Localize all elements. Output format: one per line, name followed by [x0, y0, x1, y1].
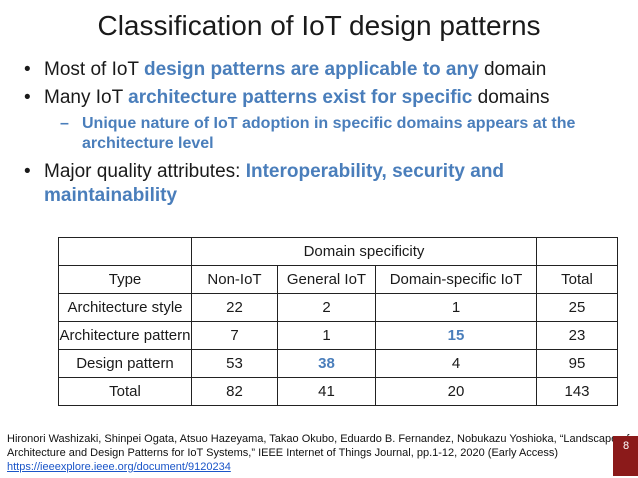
header-row: Type Non-IoT General IoT Domain-specific… — [58, 265, 618, 294]
text: Many IoT — [44, 87, 129, 108]
text: domain — [478, 59, 547, 80]
row: Design pattern 53 38 4 95 — [58, 349, 618, 378]
reference-link[interactable]: https://ieeexplore.ieee.org/document/912… — [7, 461, 231, 473]
highlight: Interoperability, security and maintaina… — [44, 161, 505, 206]
cell: 53 — [191, 349, 278, 378]
row: Total 82 41 20 143 — [58, 377, 618, 406]
cell: 143 — [536, 377, 618, 406]
cell: 23 — [536, 321, 618, 350]
cell: 20 — [375, 377, 537, 406]
empty-cell — [536, 237, 618, 266]
group-header-row: Domain specificity — [58, 237, 618, 266]
cell: Architecture style — [58, 293, 192, 322]
text: domains — [472, 87, 550, 108]
cell: 2 — [277, 293, 376, 322]
page-number: 8 — [613, 436, 638, 476]
cell: 15 — [375, 321, 537, 350]
bullet: Many IoT architecture patterns exist for… — [22, 86, 622, 110]
reference-text: Hironori Washizaki, Shinpei Ogata, Atsuo… — [7, 433, 630, 459]
cell: 38 — [277, 349, 376, 378]
cell: 7 — [191, 321, 278, 350]
empty-cell — [58, 237, 192, 266]
cell: 4 — [375, 349, 537, 378]
cell: Total — [58, 377, 192, 406]
header-cell: Type — [58, 265, 192, 294]
cell: 25 — [536, 293, 618, 322]
group-header: Domain specificity — [191, 237, 537, 266]
row: Architecture style 22 2 1 25 — [58, 293, 618, 322]
row: Architecture pattern 7 1 15 23 — [58, 321, 618, 350]
slide-title: Classification of IoT design patterns — [97, 10, 541, 41]
bullet-list: Most of IoT design patterns are applicab… — [22, 58, 622, 212]
cell: 1 — [277, 321, 376, 350]
table: Domain specificity Type Non-IoT General … — [58, 237, 618, 406]
cell: 1 — [375, 293, 537, 322]
sub-bullet: Unique nature of IoT adoption in specifi… — [22, 114, 622, 154]
bullet: Major quality attributes: Interoperabili… — [22, 160, 622, 208]
cell: 41 — [277, 377, 376, 406]
cell: 22 — [191, 293, 278, 322]
header-cell: Total — [536, 265, 618, 294]
text: Major quality attributes: — [44, 161, 246, 182]
header-cell: Non-IoT — [191, 265, 278, 294]
header-cell: General IoT — [277, 265, 376, 294]
highlight: design patterns are applicable to any — [143, 59, 479, 80]
bullet: Most of IoT design patterns are applicab… — [22, 58, 622, 82]
header-cell: Domain-specific IoT — [375, 265, 537, 294]
reference: Hironori Washizaki, Shinpei Ogata, Atsuo… — [7, 432, 638, 474]
cell: Architecture pattern — [58, 321, 192, 350]
text: Most of IoT — [44, 59, 144, 80]
cell: 95 — [536, 349, 618, 378]
cell: Design pattern — [58, 349, 192, 378]
highlight: architecture patterns exist for specific — [128, 87, 473, 108]
cell: 82 — [191, 377, 278, 406]
